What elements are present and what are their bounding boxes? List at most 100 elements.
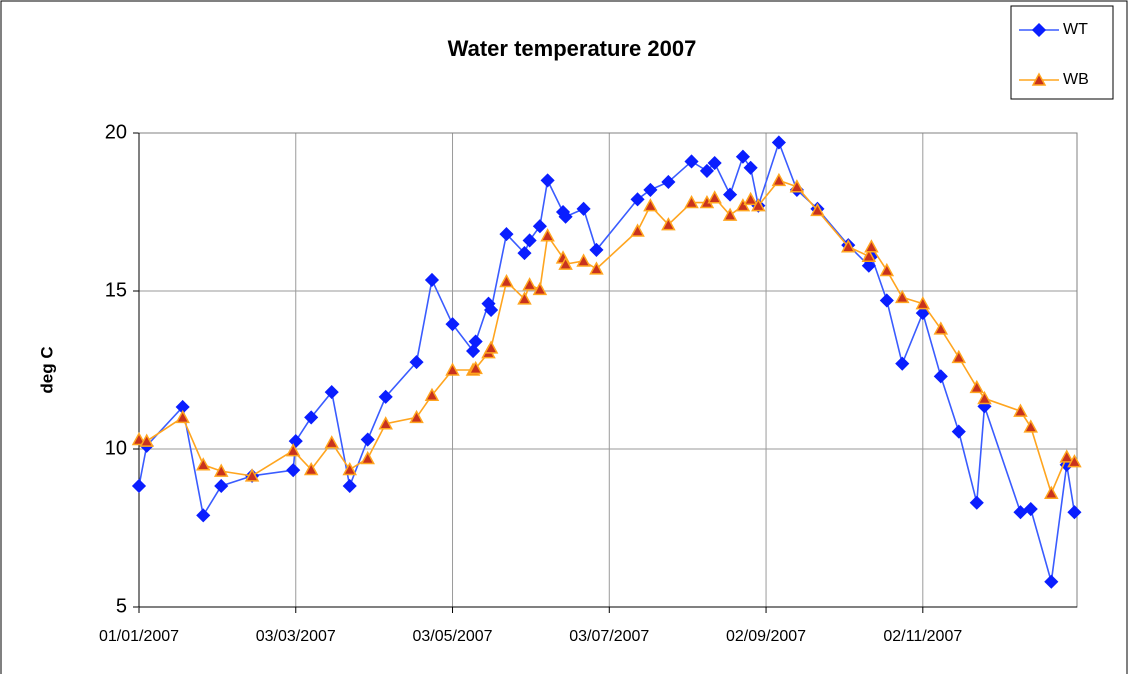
marker (684, 154, 699, 169)
marker (244, 468, 260, 482)
marker (1044, 574, 1059, 589)
marker (131, 431, 147, 446)
marker (324, 435, 340, 449)
marker (1031, 22, 1047, 38)
marker (499, 273, 514, 288)
marker (532, 281, 548, 296)
marker (517, 291, 532, 305)
marker (743, 191, 758, 206)
marker (342, 478, 357, 494)
marker (684, 194, 699, 209)
x-tick-label: 03/05/2007 (412, 628, 492, 645)
marker (483, 340, 499, 354)
marker (643, 198, 658, 212)
marker (722, 207, 738, 221)
marker (409, 409, 424, 424)
marker (342, 461, 357, 476)
marker (879, 262, 895, 277)
marker (771, 135, 786, 150)
marker (894, 289, 910, 304)
marker (915, 296, 931, 310)
marker (630, 223, 645, 237)
marker (378, 416, 393, 430)
marker (643, 182, 658, 197)
marker (1023, 501, 1038, 517)
marker (517, 246, 532, 261)
marker (1059, 449, 1074, 463)
y-axis-label: deg C (37, 346, 56, 393)
marker (445, 362, 460, 376)
marker (378, 389, 393, 404)
y-tick-label: 5 (116, 595, 127, 617)
series-group (131, 135, 1082, 589)
x-tick-label: 02/09/2007 (726, 628, 806, 645)
marker (951, 349, 967, 364)
marker (735, 149, 750, 164)
marker (723, 187, 738, 202)
marker (969, 379, 985, 394)
legend-box (1010, 5, 1114, 100)
x-tick-label: 03/03/2007 (256, 628, 336, 645)
marker (969, 495, 984, 510)
marker (303, 461, 319, 476)
series (131, 135, 1082, 589)
marker (540, 228, 555, 242)
y-tick-label: 15 (105, 279, 127, 301)
marker (139, 433, 154, 447)
marker (484, 302, 499, 318)
marker (360, 450, 375, 465)
marker (558, 256, 573, 270)
marker (895, 356, 910, 371)
marker (661, 174, 676, 190)
marker (532, 219, 547, 234)
marker (195, 457, 211, 471)
plot-area (139, 133, 1077, 607)
marker (424, 272, 440, 288)
marker (771, 172, 787, 187)
chart-title: Water temperature 2007 (448, 36, 697, 61)
marker (630, 192, 645, 207)
marker (522, 277, 537, 291)
marker (661, 217, 676, 231)
marker (304, 410, 319, 425)
marker (879, 293, 894, 308)
marker (1044, 485, 1059, 499)
marker (707, 190, 722, 204)
series-group (131, 172, 1082, 499)
x-tick-label: 02/11/2007 (883, 628, 962, 645)
legend-label: WT (1063, 21, 1088, 38)
marker (576, 253, 591, 267)
marker (468, 360, 483, 375)
x-tick-label: 03/07/2007 (569, 628, 649, 645)
marker (286, 463, 301, 478)
marker (214, 478, 229, 494)
marker (360, 432, 375, 447)
marker (445, 317, 460, 332)
marker (915, 306, 930, 321)
marker (810, 202, 825, 217)
marker (409, 355, 424, 370)
axes: 5 10 15 20 01/01/2007 03/03/2007 03/05/2007 03/… (99, 121, 1078, 645)
marker (324, 385, 339, 400)
marker (933, 321, 949, 335)
marker (285, 443, 301, 457)
y-tick-label: 10 (105, 437, 127, 459)
marker (196, 508, 211, 523)
marker (424, 387, 440, 402)
y-tick-label: 20 (105, 121, 127, 143)
legend-label: WB (1063, 71, 1089, 88)
marker (131, 478, 147, 494)
marker (861, 248, 877, 262)
marker (1067, 505, 1082, 520)
marker (1067, 454, 1082, 468)
marker (1023, 419, 1039, 433)
legend: WT WB (1010, 5, 1114, 100)
marker (468, 334, 483, 349)
marker (522, 233, 537, 248)
marker (751, 198, 766, 212)
marker (789, 179, 805, 193)
marker (977, 390, 992, 405)
marker (540, 173, 555, 188)
marker (1031, 72, 1047, 86)
